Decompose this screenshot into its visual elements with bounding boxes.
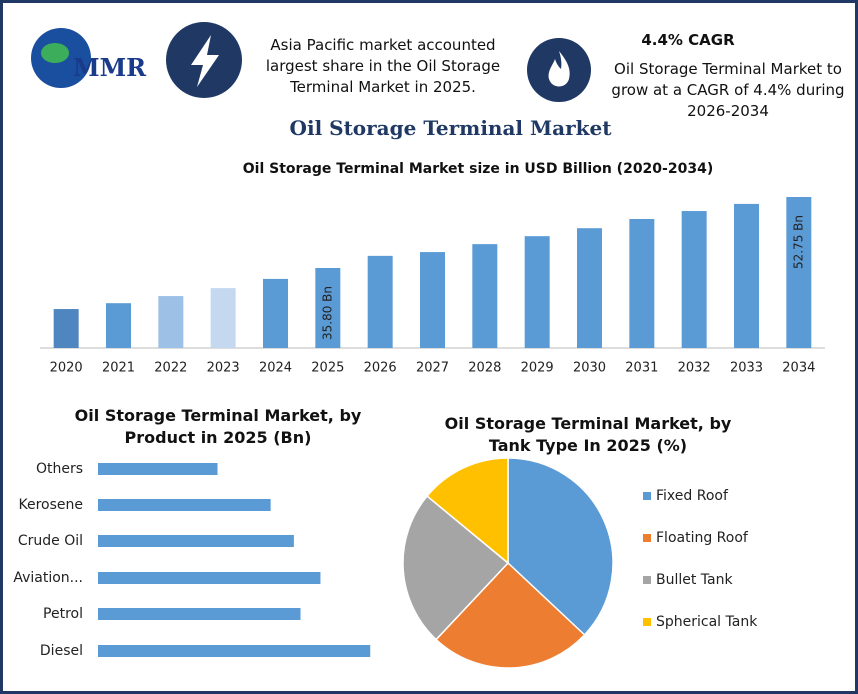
main-title: Oil Storage Terminal Market bbox=[289, 116, 612, 140]
x-tick-label: 2024 bbox=[259, 361, 292, 376]
legend-swatch bbox=[643, 576, 651, 584]
bar bbox=[524, 236, 550, 348]
bar bbox=[98, 535, 294, 547]
bar bbox=[263, 278, 288, 348]
logo-text: MMR bbox=[73, 53, 147, 82]
bar bbox=[98, 608, 301, 620]
y-tick-label: Others bbox=[36, 461, 83, 477]
x-tick-label: 2025 bbox=[311, 361, 344, 376]
legend-swatch bbox=[643, 534, 651, 542]
bar bbox=[98, 463, 218, 475]
y-tick-label: Kerosene bbox=[18, 497, 83, 513]
bar bbox=[98, 499, 271, 511]
x-tick-label: 2021 bbox=[102, 361, 135, 376]
pie-slice bbox=[426, 457, 509, 565]
y-tick-label: Aviation... bbox=[13, 570, 83, 586]
bar bbox=[420, 252, 445, 348]
x-tick-label: 2031 bbox=[625, 361, 658, 376]
y-tick-label: Diesel bbox=[40, 643, 83, 659]
legend-swatch bbox=[643, 618, 651, 626]
y-tick-label: Petrol bbox=[43, 606, 83, 622]
bar bbox=[681, 211, 707, 348]
bar bbox=[98, 572, 321, 584]
legend-label: Floating Roof bbox=[656, 530, 749, 546]
bar bbox=[210, 288, 236, 348]
cagr-title: 4.4% CAGR bbox=[641, 31, 735, 49]
x-tick-label: 2023 bbox=[207, 361, 240, 376]
flame-icon bbox=[548, 51, 570, 87]
pie-slice bbox=[507, 457, 614, 636]
bar bbox=[158, 296, 184, 348]
x-tick-label: 2022 bbox=[154, 361, 187, 376]
logo-land bbox=[41, 43, 69, 63]
chart-title: Oil Storage Terminal Market size in USD … bbox=[242, 161, 714, 177]
bar bbox=[472, 244, 498, 348]
chart-title: Oil Storage Terminal Market, by Product … bbox=[74, 406, 362, 447]
x-tick-label: 2034 bbox=[782, 361, 815, 376]
x-tick-label: 2032 bbox=[678, 361, 711, 376]
value-label: 52.75 Bn bbox=[791, 215, 805, 269]
pie-slice bbox=[435, 561, 586, 669]
legend-label: Spherical Tank bbox=[656, 614, 758, 630]
x-tick-label: 2030 bbox=[573, 361, 606, 376]
bar bbox=[367, 255, 393, 348]
bar bbox=[786, 197, 812, 348]
bar bbox=[577, 228, 602, 348]
x-tick-label: 2029 bbox=[521, 361, 554, 376]
decoration bbox=[31, 22, 591, 102]
header-note: Asia Pacific market accounted largest sh… bbox=[265, 36, 501, 96]
x-tick-label: 2033 bbox=[730, 361, 763, 376]
x-tick-label: 2027 bbox=[416, 361, 449, 376]
legend-label: Fixed Roof bbox=[656, 488, 729, 504]
x-tick-label: 2020 bbox=[50, 361, 83, 376]
bar bbox=[734, 203, 759, 348]
pie-slice bbox=[402, 495, 510, 641]
bar bbox=[629, 218, 655, 348]
x-tick-label: 2028 bbox=[468, 361, 501, 376]
legend-swatch bbox=[643, 492, 651, 500]
lightning-icon bbox=[191, 35, 219, 87]
charts: 2020 2021 2022 2023 2024 2025 35.80 Bn 2026 2027… bbox=[13, 197, 825, 669]
chart-title: Oil Storage Terminal Market, by Tank Typ… bbox=[444, 414, 732, 455]
bar bbox=[315, 268, 341, 348]
x-tick-label: 2026 bbox=[364, 361, 397, 376]
legend-label: Bullet Tank bbox=[656, 572, 733, 588]
bar bbox=[98, 645, 371, 657]
cagr-text: Oil Storage Terminal Market to grow at a… bbox=[611, 60, 845, 120]
value-label: 35.80 Bn bbox=[320, 286, 334, 340]
bar bbox=[106, 303, 131, 348]
y-tick-label: Crude Oil bbox=[18, 533, 83, 549]
bar bbox=[53, 309, 79, 348]
